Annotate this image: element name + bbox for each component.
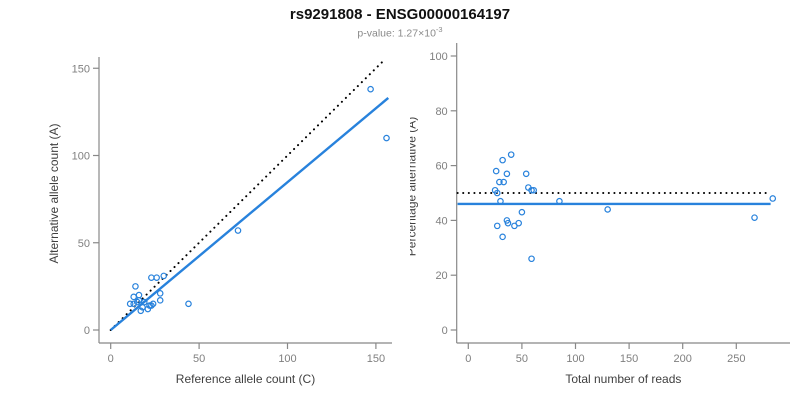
- y-tick-label: 100: [429, 51, 447, 63]
- data-point: [751, 214, 758, 221]
- left-x-axis-title: Reference allele count (C): [176, 372, 315, 386]
- figure-subtitle: p-value: 1.27×10-3: [0, 25, 800, 40]
- data-point: [135, 291, 143, 299]
- data-point: [234, 227, 242, 234]
- data-point: [144, 305, 152, 313]
- data-point: [503, 170, 511, 178]
- y-tick-label: 0: [442, 325, 448, 337]
- data-point: [156, 297, 164, 304]
- data-point: [140, 298, 148, 306]
- data-point: [499, 156, 506, 164]
- pvalue-text: p-value: 1.27×10: [357, 27, 436, 40]
- data-point: [160, 272, 168, 280]
- data-point: [528, 186, 535, 194]
- data-point: [769, 195, 777, 202]
- data-point: [493, 189, 501, 197]
- data-point: [153, 274, 160, 281]
- identity-line: [109, 58, 386, 331]
- pvalue-exponent: -3: [435, 25, 443, 34]
- x-tick-label: 0: [108, 353, 114, 365]
- y-tick-label: 20: [435, 270, 447, 282]
- x-tick-label: 150: [367, 353, 385, 365]
- x-tick-label: 100: [278, 353, 296, 365]
- y-tick-label: 50: [78, 238, 90, 250]
- data-point: [493, 222, 501, 230]
- data-point: [137, 307, 145, 315]
- left-y-axis-title: Alternative allele count (A): [47, 123, 61, 263]
- data-point: [515, 219, 522, 227]
- y-tick-label: 100: [72, 151, 90, 163]
- data-point: [383, 134, 390, 142]
- x-tick-label: 250: [727, 353, 745, 365]
- data-point: [522, 170, 530, 178]
- left-scatter-panel: 0 50 100 150 0 50 100 150 Reference allele count…: [47, 57, 392, 386]
- data-point: [367, 85, 374, 93]
- data-point: [604, 206, 611, 213]
- data-point: [126, 300, 134, 308]
- x-tick-label: 200: [674, 353, 692, 365]
- data-point: [504, 219, 512, 227]
- data-point: [518, 208, 526, 216]
- data-point: [148, 302, 155, 309]
- x-tick-label: 50: [516, 353, 528, 365]
- regression-line: [109, 96, 390, 331]
- right-x-axis-title: Total number of reads: [565, 372, 681, 386]
- y-tick-label: 150: [72, 63, 90, 75]
- x-tick-label: 50: [193, 353, 205, 365]
- data-point: [149, 300, 157, 308]
- right-y-axis-title: Percentage alternative (A): [410, 117, 419, 256]
- data-point: [500, 178, 507, 186]
- y-tick-label: 0: [84, 325, 90, 337]
- data-point: [507, 151, 515, 158]
- data-point: [492, 167, 500, 175]
- y-tick-label: 80: [435, 106, 447, 118]
- data-point: [185, 300, 192, 308]
- data-point: [156, 290, 164, 297]
- data-point: [497, 197, 504, 205]
- data-point: [496, 178, 503, 186]
- data-point: [530, 186, 537, 194]
- data-point: [499, 233, 506, 241]
- right-scatter-panel: 0 50 100 150 200 250 0 20 40 60 80 100 Total number …: [410, 43, 790, 386]
- y-tick-label: 60: [435, 161, 447, 173]
- data-point: [148, 274, 155, 281]
- data-point: [528, 255, 535, 263]
- x-tick-label: 150: [620, 353, 638, 365]
- data-point: [130, 293, 137, 301]
- data-point: [132, 283, 139, 290]
- data-point: [133, 298, 141, 306]
- x-tick-label: 100: [566, 353, 584, 365]
- data-point: [556, 197, 563, 205]
- x-tick-label: 0: [465, 353, 471, 365]
- figure-title: rs9291808 - ENSG00000164197: [289, 6, 511, 23]
- data-point: [130, 300, 137, 308]
- y-tick-label: 40: [435, 215, 447, 227]
